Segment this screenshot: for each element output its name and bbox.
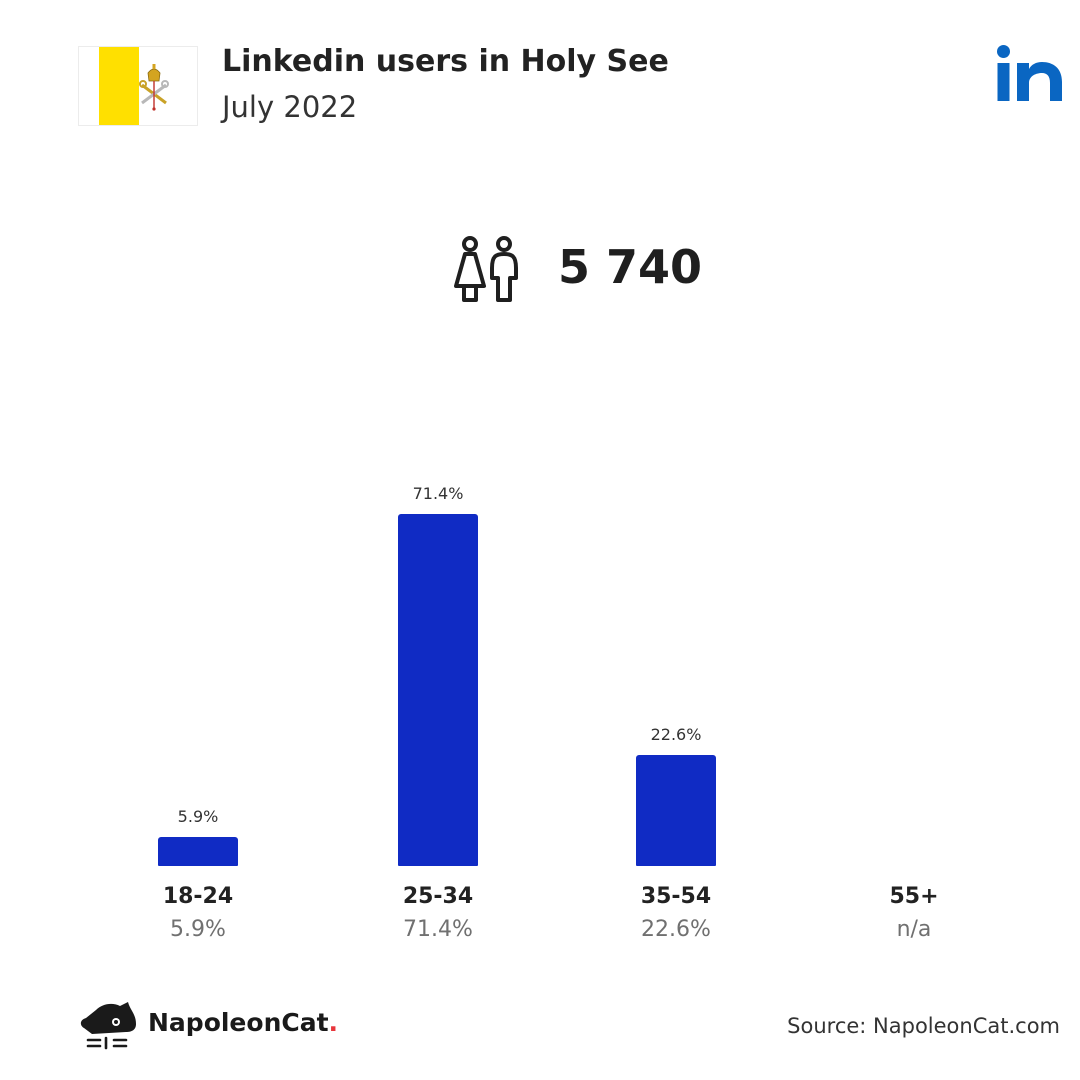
flag-yellow-band xyxy=(99,47,139,125)
page-title: Linkedin users in Holy See xyxy=(222,44,669,79)
bar-value-label: 5.9% xyxy=(177,806,219,826)
bar-value-label: 22.6% xyxy=(650,724,702,744)
total-users-value: 5 740 xyxy=(558,240,703,294)
category-label: 35-54 xyxy=(640,884,712,909)
category-value-label: 22.6% xyxy=(641,917,711,942)
brand-name: NapoleonCat. xyxy=(148,1008,338,1037)
category-value-label: 71.4% xyxy=(403,917,473,942)
bar-25-34 xyxy=(398,514,478,866)
bar-35-54 xyxy=(636,754,716,866)
bar-18-24 xyxy=(158,836,238,866)
category-label: 18-24 xyxy=(162,884,234,909)
brand-name-text: NapoleonCat xyxy=(148,1008,329,1037)
bar-value-label: 71.4% xyxy=(412,484,464,503)
users-icon xyxy=(454,236,518,302)
brand-dot: . xyxy=(328,1008,339,1037)
holy-see-flag xyxy=(78,46,198,126)
category-label: 25-34 xyxy=(402,884,474,909)
category-value-label: n/a xyxy=(896,917,932,942)
page-subtitle: July 2022 xyxy=(222,90,358,124)
source-credit: Source: NapoleonCat.com xyxy=(787,1014,1060,1038)
category-value-label: 5.9% xyxy=(170,917,226,942)
category-label: 55+ xyxy=(889,884,939,909)
papal-keys-emblem-icon xyxy=(139,64,169,111)
napoleoncat-logo-icon xyxy=(80,1002,136,1050)
linkedin-logo-icon xyxy=(997,45,1062,101)
